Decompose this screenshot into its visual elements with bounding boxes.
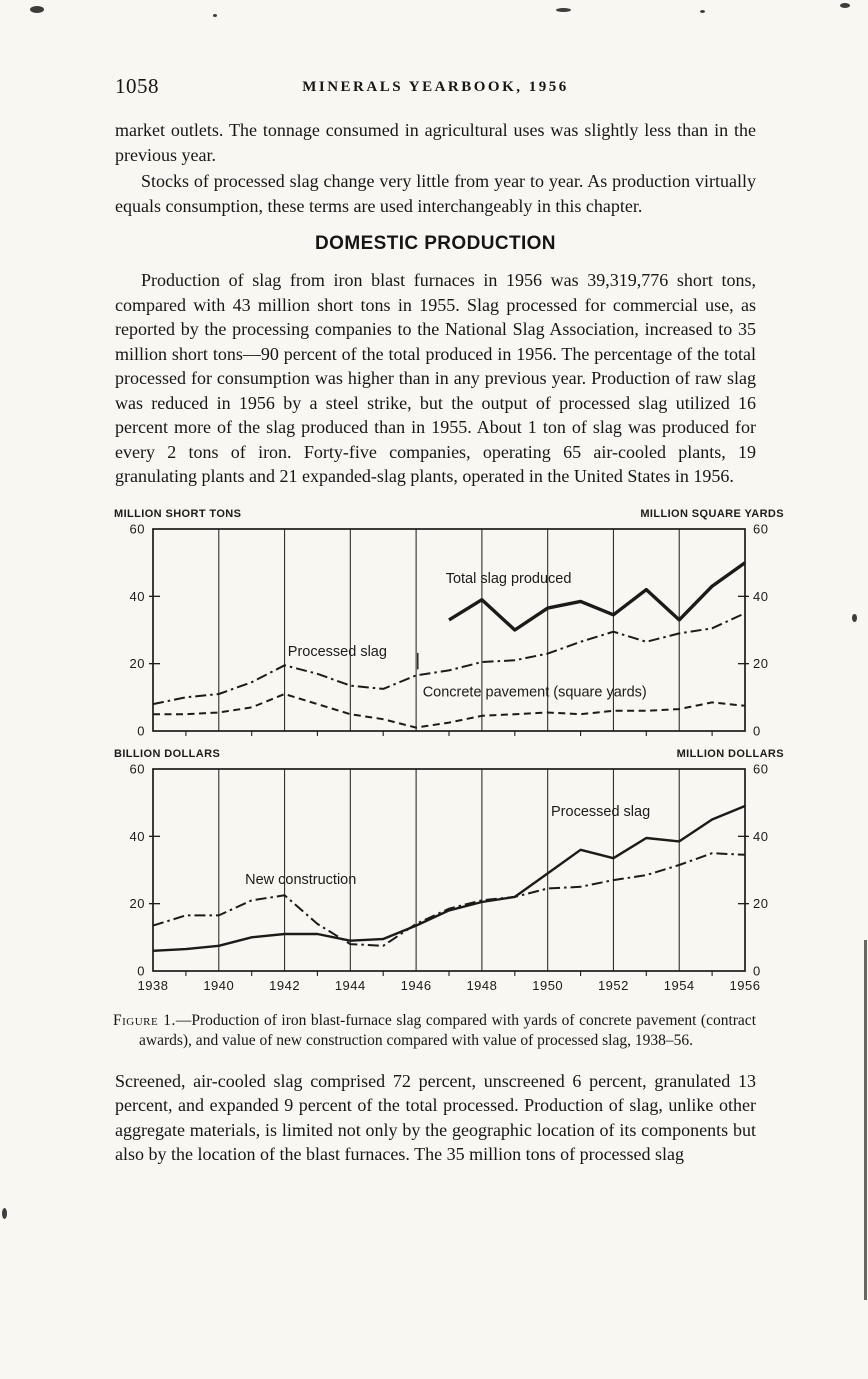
y-tick-label-right: 40 [753,828,768,843]
x-tick-label: 1948 [466,978,497,993]
scan-artifact [2,1208,7,1219]
running-head: MINERALS YEARBOOK, 1956 [302,79,569,95]
x-tick-label: 1942 [269,978,300,993]
figure-1: 0 0 20 20 40 40 60 60 MILLION SHORT TONS MILLION … [113,505,784,1052]
series-annotation: Processed slag [288,643,387,659]
y-tick-label-left: 20 [130,896,145,911]
series-new-construction [152,851,746,947]
section-heading-domestic-production: DOMESTIC PRODUCTION [315,233,556,254]
left-axis-label: MILLION SHORT TONS [114,508,241,520]
plot-border [152,527,746,732]
series-processed-slag [152,611,746,705]
series-processed-slag [152,804,746,952]
x-tick-label: 1954 [664,978,695,993]
scan-artifact [213,14,217,17]
y-tick-label-right: 60 [753,521,768,536]
scan-artifact [852,614,857,622]
scan-artifact [30,6,44,13]
y-tick-label-right: 0 [753,963,761,978]
y-tick-label-left: 0 [137,963,145,978]
x-tick-label: 1950 [532,978,563,993]
x-tick-label: 1952 [598,978,629,993]
page-number: 1058 [115,74,159,98]
y-tick-label-left: 40 [130,588,145,603]
paragraph-market-outlets: market outlets. The tonnage consumed in … [115,120,756,165]
x-tick-label: 1946 [401,978,432,993]
paragraph-screened: Screened, air-cooled slag comprised 72 p… [115,1070,756,1165]
figure-caption-label: Figure 1. [113,1011,176,1029]
series-annotation: Total slag produced [446,570,572,586]
x-tick-label: 1938 [138,978,169,993]
series-annotation: Concrete pavement (square yards) [423,684,647,700]
series-total-slag-produced [448,560,746,632]
x-tick-label: 1940 [203,978,234,993]
scan-artifact [840,3,850,8]
x-tick-label: 1956 [730,978,761,993]
series-annotation: Processed slag [551,804,650,820]
paragraph-production: Production of slag from iron blast furna… [115,270,756,486]
y-tick-label-left: 60 [130,521,145,536]
paragraph-stocks: Stocks of processed slag change very lit… [115,171,756,216]
y-tick-label-right: 40 [753,588,768,603]
right-axis-label: MILLION SQUARE YARDS [640,508,784,520]
scan-artifact [700,10,705,13]
series-annotation: New construction [245,872,356,888]
y-tick-label-left: 60 [130,761,145,776]
y-tick-label-right: 0 [753,723,761,738]
y-tick-label-right: 20 [753,656,768,671]
series-concrete-pavement-square-yards- [153,692,746,729]
scan-artifact [556,8,571,12]
y-tick-label-left: 40 [130,828,145,843]
y-tick-label-right: 60 [753,761,768,776]
figure-caption: Figure 1.—Production of iron blast-furna… [113,1011,756,1052]
left-axis-label: BILLION DOLLARS [114,748,220,760]
y-tick-label-left: 20 [130,656,145,671]
y-tick-label-left: 0 [137,723,145,738]
y-tick-label-right: 20 [753,896,768,911]
x-tick-label: 1944 [335,978,366,993]
right-axis-label: MILLION DOLLARS [677,748,784,760]
page-header: 1058 MINERALS YEARBOOK, 1956 [115,74,756,106]
scan-artifact [864,940,867,1300]
figure-caption-text: —Production of iron blast-furnace slag c… [139,1011,756,1050]
